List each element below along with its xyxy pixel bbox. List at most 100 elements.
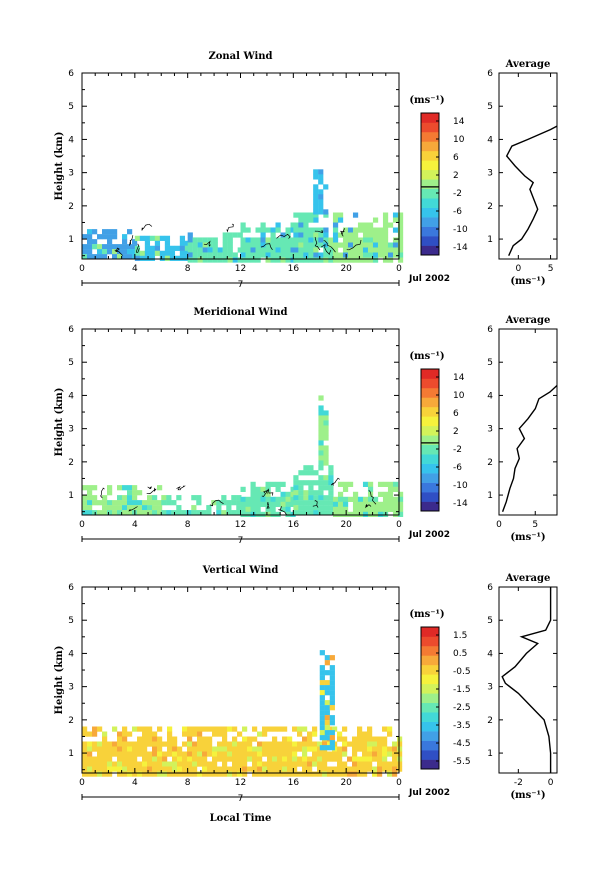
contour-line: [314, 236, 321, 251]
heatmap-cell: [357, 746, 363, 752]
heatmap-cell: [265, 257, 271, 263]
heatmap-cell: [362, 741, 368, 747]
date-label: 7: [238, 536, 244, 546]
heatmap-cell: [313, 470, 319, 476]
heatmap-cell: [367, 481, 374, 487]
heatmap-cell: [327, 766, 333, 772]
heatmap-cell: [397, 212, 404, 218]
heatmap-cell: [308, 480, 314, 486]
heatmap-cell: [298, 217, 304, 223]
heatmap-cell: [342, 726, 348, 732]
heatmap-cell: [293, 232, 299, 238]
heatmap-cell: [347, 741, 353, 747]
heatmap-cell: [122, 510, 128, 516]
heatmap-cell: [260, 227, 266, 233]
profile-y-tick-label: 6: [487, 69, 493, 79]
heatmap-cell: [307, 771, 313, 777]
heatmap-cell: [372, 511, 379, 517]
heatmap-cell: [257, 731, 263, 737]
heatmap-cell: [302, 751, 308, 757]
heatmap-cell: [197, 741, 203, 747]
heatmap-cell: [265, 511, 271, 517]
profile-title: Average: [505, 315, 551, 326]
heatmap-cell: [82, 500, 88, 506]
heatmap-cell: [277, 741, 283, 747]
heatmap-cell: [329, 700, 335, 706]
heatmap-cell: [255, 486, 261, 492]
heatmap-cell: [308, 237, 314, 243]
heatmap-cell: [262, 761, 268, 767]
heatmap-cell: [323, 415, 329, 421]
heatmap-cell: [323, 232, 329, 238]
contour-line: [340, 228, 345, 237]
colorbar-swatch: [421, 207, 439, 218]
heatmap-cell: [362, 242, 369, 248]
profile-x-tick-label: 0: [496, 520, 502, 530]
colorbar-swatch: [421, 759, 439, 770]
colorbar-tick-label: -1.5: [453, 685, 471, 695]
heatmap-cell: [122, 239, 128, 245]
heatmap-cell: [267, 771, 273, 777]
heatmap-cell: [332, 212, 339, 218]
heatmap-cell: [227, 232, 233, 238]
heatmap-cell: [240, 227, 246, 233]
heatmap-region: [187, 232, 243, 263]
heatmap-cell: [293, 227, 299, 233]
heatmap-cell: [290, 486, 296, 492]
heatmap-cell: [191, 495, 197, 501]
colorbar-frame: [420, 626, 440, 770]
heatmap-cell: [217, 252, 223, 258]
heatmap-cell: [323, 435, 329, 441]
colorbar-swatch: [421, 198, 439, 208]
heatmap-cell: [323, 420, 329, 426]
heatmap-cell: [324, 735, 330, 741]
heatmap-cell: [265, 491, 271, 497]
heatmap-cell: [142, 500, 148, 506]
heatmap-cell: [167, 766, 173, 772]
profile-line: [501, 384, 558, 512]
heatmap-cell: [112, 505, 118, 511]
heatmap-cell: [232, 766, 238, 772]
heatmap-cell: [293, 490, 299, 496]
heatmap-cell: [313, 505, 319, 511]
heatmap-cell: [262, 741, 268, 747]
contour-line: [276, 233, 291, 239]
contour-line: [266, 501, 270, 509]
y-tick-label: 2: [68, 458, 74, 468]
heatmap-cell: [147, 756, 153, 762]
heatmap-cell: [265, 242, 271, 248]
heatmap-cell: [250, 486, 256, 492]
heatmap-cell: [308, 470, 314, 476]
heatmap-cell: [102, 495, 108, 501]
heatmap-cell: [87, 234, 93, 240]
y-tick-label: 3: [68, 425, 74, 435]
heatmap-cell: [255, 242, 261, 248]
heatmap-cell: [257, 746, 263, 752]
heatmap-cell: [347, 247, 354, 253]
heatmap-cell: [322, 751, 328, 757]
profile-frame: [498, 586, 558, 774]
heatmap-cell: [382, 756, 388, 762]
heatmap-cell: [270, 506, 276, 512]
profile-y-tick-label: 6: [487, 583, 493, 593]
heatmap-cell: [347, 481, 354, 487]
heatmap-cell: [227, 726, 233, 732]
heatmap-cell: [127, 254, 133, 260]
heatmap-cell: [397, 506, 404, 512]
heatmap-cell: [192, 731, 198, 737]
heatmap-cell: [260, 496, 266, 502]
heatmap-cell: [337, 771, 343, 777]
heatmap-cell: [102, 766, 108, 772]
heatmap-cell: [162, 761, 168, 767]
heatmap-cell: [250, 247, 256, 253]
heatmap-cell: [328, 242, 334, 248]
heatmap-cell: [292, 761, 298, 767]
heatmap-cell: [352, 736, 358, 742]
heatmap-cell: [352, 237, 359, 243]
colorbar-tick-label: 10: [453, 135, 465, 145]
heatmap-cell: [112, 746, 118, 752]
heatmap-cell: [112, 249, 118, 255]
heatmap-cell: [137, 751, 143, 757]
heatmap-cell: [161, 510, 167, 516]
heatmap-cell: [367, 741, 373, 747]
